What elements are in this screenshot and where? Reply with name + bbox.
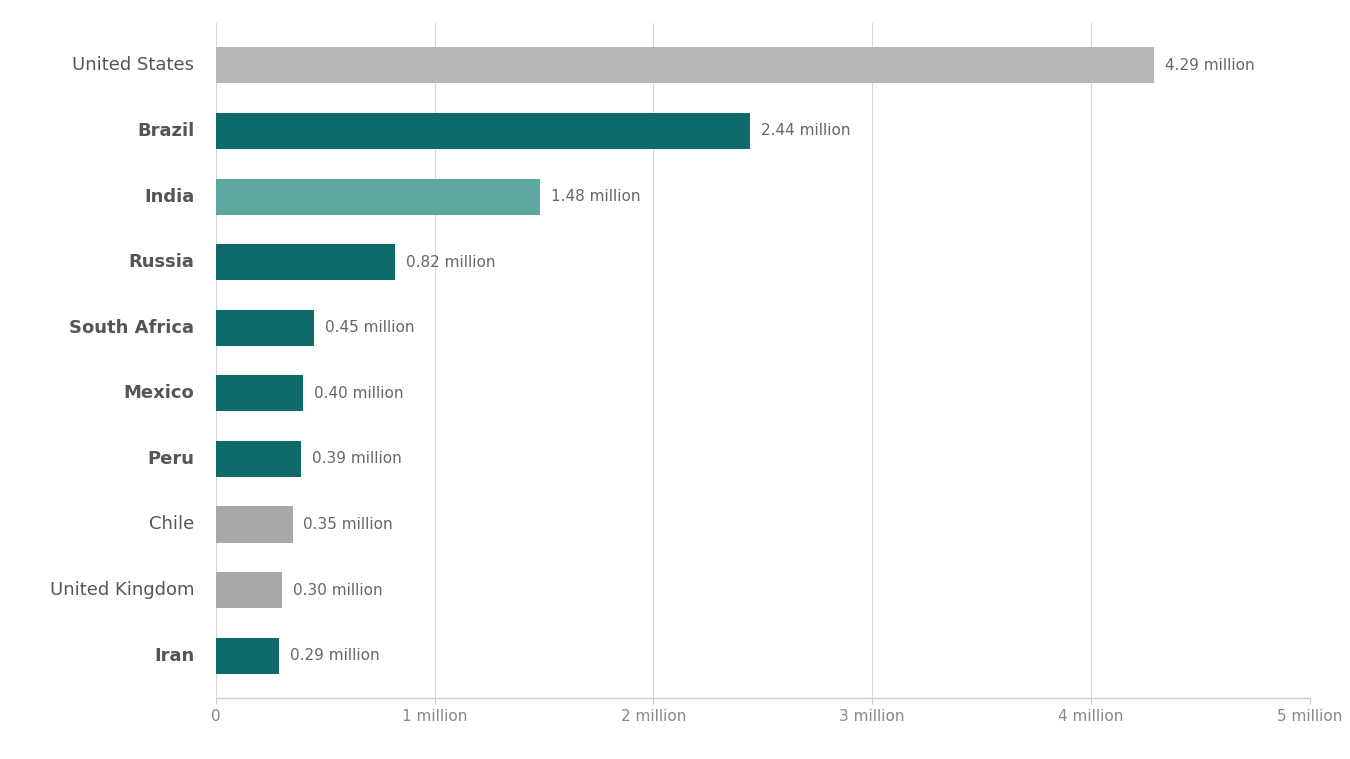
- Text: United States: United States: [72, 56, 194, 74]
- Bar: [216, 178, 540, 215]
- Bar: [216, 441, 301, 477]
- Text: South Africa: South Africa: [69, 319, 194, 337]
- Bar: [216, 244, 396, 280]
- Bar: [216, 506, 293, 543]
- Bar: [216, 310, 315, 346]
- Text: Peru: Peru: [147, 450, 194, 468]
- Text: 1.48 million: 1.48 million: [551, 189, 640, 204]
- Bar: [216, 638, 279, 674]
- Text: India: India: [144, 187, 194, 206]
- Text: 0.35 million: 0.35 million: [304, 517, 393, 532]
- Bar: [216, 375, 304, 411]
- Text: 4.29 million: 4.29 million: [1165, 58, 1254, 73]
- Text: 2.44 million: 2.44 million: [760, 124, 850, 138]
- Text: 0.39 million: 0.39 million: [312, 452, 402, 466]
- Text: Iran: Iran: [154, 647, 194, 665]
- Text: Mexico: Mexico: [123, 384, 194, 402]
- Text: Chile: Chile: [148, 515, 194, 534]
- Text: 0.82 million: 0.82 million: [406, 255, 495, 269]
- Text: 0.29 million: 0.29 million: [290, 648, 379, 663]
- Text: Brazil: Brazil: [136, 122, 194, 140]
- Bar: [216, 572, 282, 608]
- Text: United Kingdom: United Kingdom: [50, 581, 194, 599]
- Text: 0.45 million: 0.45 million: [325, 320, 414, 335]
- Text: Russia: Russia: [128, 254, 194, 271]
- Text: 0.40 million: 0.40 million: [315, 386, 404, 401]
- Bar: [216, 47, 1154, 83]
- Bar: [216, 113, 749, 149]
- Text: 0.30 million: 0.30 million: [293, 583, 382, 597]
